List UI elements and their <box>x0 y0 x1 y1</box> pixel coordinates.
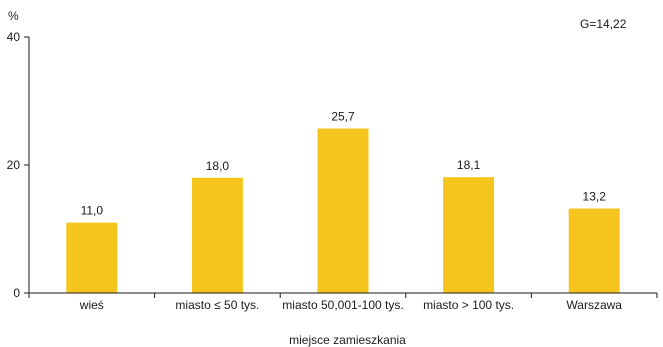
x-tick-label: miasto ≤ 50 tys. <box>175 298 259 312</box>
bar <box>317 128 369 293</box>
bar <box>443 177 495 293</box>
x-tick-label: wieś <box>79 298 104 312</box>
bar <box>568 208 620 293</box>
data-label: 13,2 <box>583 190 607 204</box>
bar <box>191 177 243 293</box>
data-label: 11,0 <box>81 204 104 218</box>
y-axis-unit-label: % <box>8 9 19 23</box>
data-label: 18,0 <box>206 159 230 173</box>
y-tick-label: 20 <box>7 158 21 172</box>
data-label: 25,7 <box>331 110 355 124</box>
x-axis-title: miejsce zamieszkania <box>289 333 406 347</box>
x-tick-label: miasto 50,001-100 tys. <box>282 298 403 312</box>
x-tick-label: Warszawa <box>566 298 622 312</box>
statistic-annotation: G=14,22 <box>580 17 627 31</box>
y-tick-label: 0 <box>13 286 20 300</box>
x-tick-label: miasto > 100 tys. <box>423 298 514 312</box>
y-tick-label: 40 <box>7 30 21 44</box>
bar <box>66 222 118 293</box>
data-label: 18,1 <box>457 158 481 172</box>
